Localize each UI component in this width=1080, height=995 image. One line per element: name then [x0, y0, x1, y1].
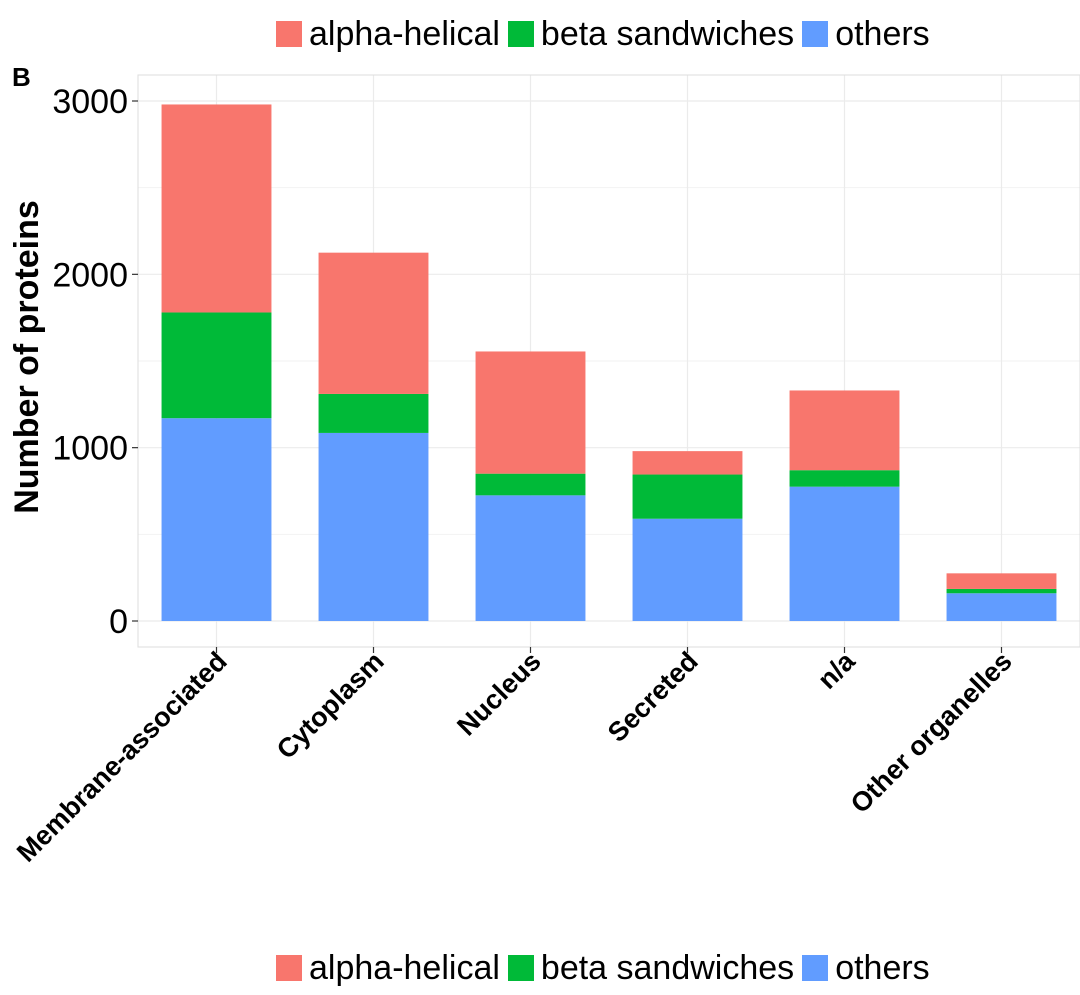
y-axis-title: Number of proteins [8, 200, 46, 514]
bar-beta-sandwiches-nucleus [475, 473, 586, 496]
x-tick-label: n/a [812, 645, 861, 694]
legend-bottom: alpha-helical beta sandwiches others [276, 950, 938, 986]
bar-beta-sandwiches-other-organelles [946, 588, 1057, 594]
legend-item-others: others [802, 951, 930, 985]
bar-alpha-helical-nucleus [475, 351, 586, 474]
legend-swatch-others [802, 955, 829, 981]
legend-item-beta-sandwiches: beta sandwiches [507, 949, 795, 987]
legend-item-others: others [802, 17, 930, 51]
y-tick-label: 2000 [52, 256, 128, 294]
x-tick-label: Cytoplasm [271, 646, 390, 765]
bar-alpha-helical-n-a [789, 390, 900, 471]
x-tick-label: Membrane-associated [11, 646, 233, 868]
y-tick-label: 3000 [52, 83, 128, 121]
bar-others-membrane-associated [161, 418, 272, 621]
legend-item-alpha-helical: alpha-helical [276, 951, 500, 985]
y-tick-label: 0 [109, 603, 128, 641]
plot-panel-border [137, 74, 1080, 648]
bar-beta-sandwiches-secreted [632, 474, 743, 519]
bar-alpha-helical-membrane-associated [161, 104, 272, 313]
legend-item-beta-sandwiches: beta sandwiches [507, 15, 795, 53]
legend-swatch-alpha-helical [276, 21, 302, 47]
bar-alpha-helical-other-organelles [946, 573, 1057, 589]
bar-others-cytoplasm [318, 432, 429, 621]
legend-swatch-alpha-helical [276, 955, 302, 981]
bar-alpha-helical-secreted [632, 451, 743, 475]
legend-label-beta-sandwiches: beta sandwiches [540, 949, 795, 987]
legend-label-beta-sandwiches: beta sandwiches [540, 15, 795, 53]
legend-label-others: others [835, 15, 930, 53]
legend-top: alpha-helical beta sandwiches others [276, 16, 938, 52]
x-tick-label: Secreted [602, 646, 704, 748]
legend-label-alpha-helical: alpha-helical [309, 949, 500, 987]
bar-others-n-a [789, 486, 900, 621]
legend-label-others: others [835, 949, 930, 987]
bar-beta-sandwiches-cytoplasm [318, 393, 429, 433]
bar-alpha-helical-cytoplasm [318, 252, 429, 394]
x-tick-label: Other organelles [845, 646, 1018, 819]
legend-item-alpha-helical: alpha-helical [276, 17, 500, 51]
panel-label: B [12, 62, 31, 92]
bar-others-nucleus [475, 495, 586, 621]
bar-beta-sandwiches-membrane-associated [161, 312, 272, 419]
bar-beta-sandwiches-n-a [789, 470, 900, 487]
bar-others-secreted [632, 518, 743, 621]
legend-swatch-beta-sandwiches [507, 21, 534, 47]
legend-swatch-others [802, 21, 829, 47]
bar-others-other-organelles [946, 593, 1057, 621]
y-tick-label: 1000 [52, 430, 128, 468]
legend-label-alpha-helical: alpha-helical [309, 15, 500, 53]
x-tick-label: Nucleus [451, 646, 546, 741]
legend-swatch-beta-sandwiches [507, 955, 534, 981]
